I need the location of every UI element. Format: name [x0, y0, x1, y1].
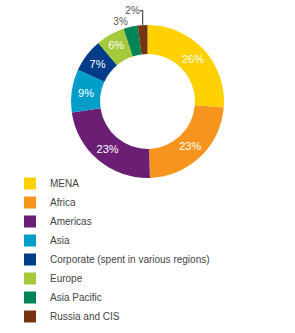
svg-text:Europe: Europe — [50, 273, 83, 284]
svg-text:3%: 3% — [113, 16, 128, 27]
svg-text:MENA: MENA — [50, 178, 79, 189]
svg-text:Asia Pacific: Asia Pacific — [50, 292, 102, 303]
svg-text:26%: 26% — [182, 53, 204, 65]
svg-text:Americas: Americas — [50, 216, 92, 227]
svg-text:Asia: Asia — [50, 235, 70, 246]
svg-text:23%: 23% — [97, 143, 119, 155]
svg-text:7%: 7% — [90, 58, 106, 70]
svg-text:23%: 23% — [179, 140, 201, 152]
svg-text:6%: 6% — [108, 39, 124, 51]
svg-text:Corporate (spent in various re: Corporate (spent in various regions) — [50, 254, 210, 265]
svg-text:Russia and CIS: Russia and CIS — [50, 311, 120, 322]
svg-text:Africa: Africa — [50, 197, 76, 208]
svg-text:9%: 9% — [78, 87, 94, 99]
svg-text:2%: 2% — [125, 5, 140, 16]
